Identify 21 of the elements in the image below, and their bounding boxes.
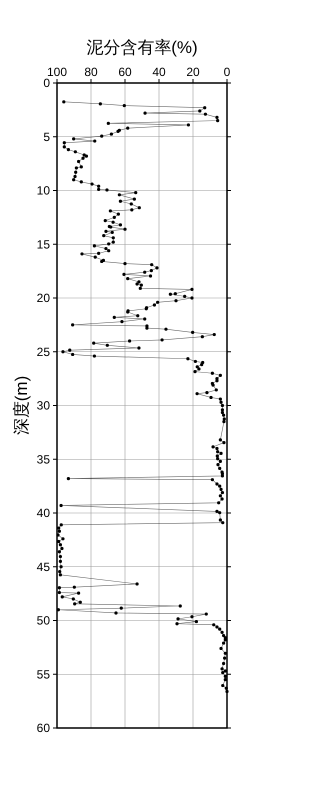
- y-tick-label: 5: [43, 130, 50, 144]
- x-tick-label: 40: [152, 65, 166, 79]
- y-tick-label: 30: [36, 398, 50, 413]
- y-tick-label: 60: [36, 721, 50, 736]
- y-tick-label: 45: [36, 560, 50, 574]
- y-tick-label: 25: [36, 344, 50, 359]
- x-tick-label: 80: [84, 65, 98, 79]
- y-tick-label: 55: [36, 667, 50, 682]
- y-tick-label: 0: [43, 76, 50, 90]
- y-tick-label: 15: [36, 237, 50, 252]
- y-axis-title: 深度(m): [12, 376, 31, 436]
- x-tick-label: 20: [186, 65, 200, 79]
- y-tick-label: 35: [36, 452, 50, 466]
- x-tick-label: 100: [46, 65, 68, 79]
- x-tick-label: 60: [118, 65, 132, 79]
- y-tick-label: 10: [36, 184, 50, 198]
- x-axis-title: 泥分含有率(%): [86, 38, 198, 57]
- y-tick-label: 50: [36, 614, 50, 628]
- x-tick-label: 0: [224, 65, 231, 79]
- y-tick-label: 20: [36, 291, 50, 306]
- y-tick-label: 40: [36, 506, 50, 520]
